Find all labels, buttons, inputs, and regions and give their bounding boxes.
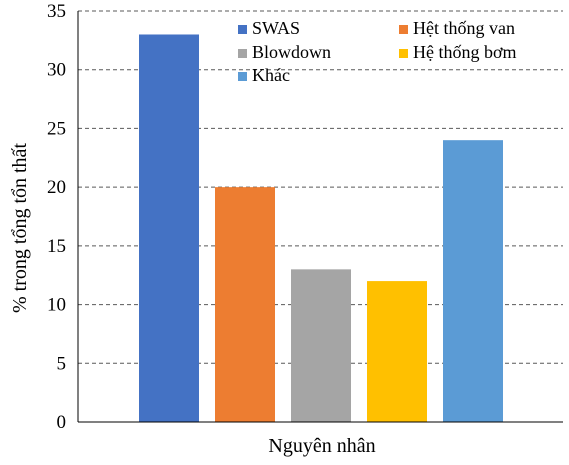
legend-entry: SWAS bbox=[252, 18, 300, 38]
y-tick-label: 25 bbox=[47, 118, 66, 139]
y-tick-label: 30 bbox=[47, 60, 66, 81]
legend: SWAS Hệt thống van Blowdown Hệ thống bơm Khá… bbox=[238, 18, 517, 85]
legend-swatch bbox=[238, 49, 247, 58]
legend-entry: Blowdown bbox=[252, 42, 331, 62]
legend-entry: Hệ thống bơm bbox=[413, 42, 517, 62]
bar-4 bbox=[367, 281, 427, 422]
legend-swatch bbox=[399, 25, 408, 34]
bar-3 bbox=[291, 269, 351, 422]
bar-1 bbox=[139, 34, 199, 422]
axes bbox=[77, 11, 563, 423]
y-axis-title: % trong tổng tổn thất bbox=[9, 143, 31, 313]
legend-entry: Hệt thống van bbox=[413, 18, 515, 38]
x-axis-title: Nguyên nhân bbox=[268, 435, 375, 457]
y-tick-labels: 0 5 10 15 20 25 30 35 bbox=[47, 1, 66, 433]
y-tick-label: 10 bbox=[47, 295, 66, 316]
y-tick-label: 20 bbox=[47, 177, 66, 198]
y-tick-label: 5 bbox=[57, 353, 67, 374]
bar-5 bbox=[443, 140, 503, 422]
bar-2 bbox=[215, 187, 275, 422]
y-tick-label: 0 bbox=[57, 412, 67, 433]
bars bbox=[139, 34, 503, 422]
y-tick-label: 15 bbox=[47, 236, 66, 257]
legend-entry: Khác bbox=[252, 65, 290, 85]
legend-swatch bbox=[399, 49, 408, 58]
legend-swatch bbox=[238, 25, 247, 34]
legend-swatch bbox=[238, 72, 247, 81]
y-tick-label: 35 bbox=[47, 1, 66, 22]
